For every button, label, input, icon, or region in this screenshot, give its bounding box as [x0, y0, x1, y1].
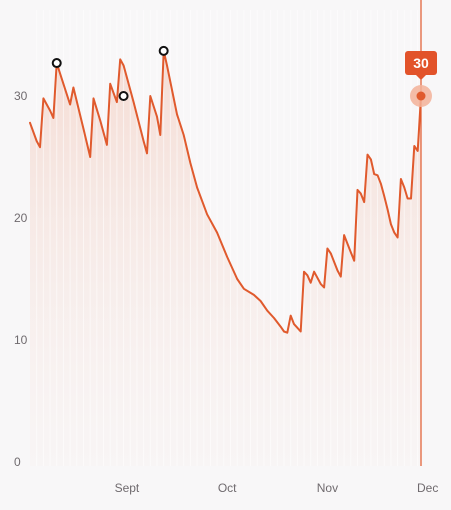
markers-layer	[51, 45, 169, 101]
x-tick-label: Dec	[417, 481, 438, 495]
series-line	[29, 49, 422, 334]
current-value-label: 30	[413, 55, 429, 71]
current-value-badge	[405, 51, 437, 75]
y-axis: 0 10 20 30	[14, 89, 28, 469]
x-axis: SeptOctNovDecToday	[115, 481, 439, 495]
y-tick-label: 30	[14, 89, 28, 103]
area-fill-layer	[30, 50, 421, 467]
series-line-layer	[29, 49, 422, 334]
highlight-point	[158, 45, 169, 56]
x-tick-label: Sept	[115, 481, 140, 495]
y-tick-label: 20	[14, 211, 28, 225]
area-fill	[30, 50, 421, 467]
current-value-layer[interactable]: 30	[405, 0, 437, 466]
current-point[interactable]	[416, 91, 426, 101]
highlight-point	[51, 58, 62, 69]
highlight-point	[118, 91, 129, 101]
badge-pointer	[416, 75, 426, 80]
x-tick-label: Oct	[218, 481, 237, 495]
y-tick-label: 0	[14, 455, 21, 469]
y-tick-label: 10	[14, 333, 28, 347]
x-tick-label: Nov	[317, 481, 338, 495]
